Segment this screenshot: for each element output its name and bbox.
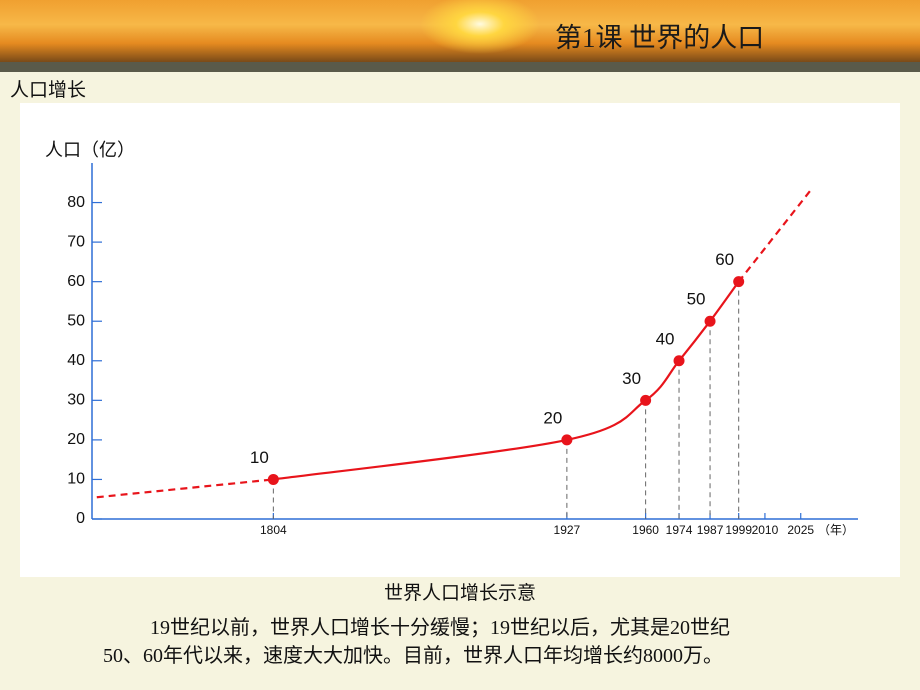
y-tick-label: 20 bbox=[67, 431, 85, 448]
y-tick-label: 30 bbox=[67, 392, 85, 409]
x-tick-label: 2025 bbox=[787, 523, 814, 537]
data-label: 60 bbox=[715, 250, 734, 269]
chart-panel bbox=[20, 103, 900, 577]
data-label: 50 bbox=[687, 290, 706, 309]
banner bbox=[0, 0, 920, 62]
trend-extension bbox=[96, 478, 274, 499]
y-tick-label: 0 bbox=[76, 510, 85, 527]
x-tick-label: 2010 bbox=[752, 523, 779, 537]
data-label: 30 bbox=[622, 369, 641, 388]
y-tick-label: 10 bbox=[67, 471, 85, 488]
y-tick-label: 40 bbox=[67, 352, 85, 369]
y-axis-label: 人口（亿） bbox=[45, 140, 135, 160]
x-axis-label: （年） bbox=[818, 523, 854, 537]
point bbox=[640, 394, 652, 406]
caption: 世界人口增长示意 bbox=[383, 583, 536, 604]
point bbox=[267, 473, 279, 485]
banner-strip bbox=[0, 62, 920, 72]
y-tick-label: 50 bbox=[67, 312, 85, 329]
point bbox=[561, 434, 573, 446]
body-text: 50、60年代以来，速度大大加快。目前，世界人口年均增长约8000万。 bbox=[103, 645, 723, 667]
body-text: 19世纪以前，世界人口增长十分缓慢；19世纪以后，尤其是20世纪 bbox=[150, 617, 730, 639]
y-tick-label: 60 bbox=[67, 273, 85, 290]
x-tick-label: 1927 bbox=[554, 523, 581, 537]
data-label: 10 bbox=[250, 448, 269, 467]
slide-title: 第1课 世界的人口 bbox=[555, 23, 765, 53]
section-title: 人口增长 bbox=[10, 80, 87, 101]
x-tick-label: 1999 bbox=[725, 523, 752, 537]
data-label: 20 bbox=[543, 408, 562, 427]
y-tick-label: 80 bbox=[67, 194, 85, 211]
point bbox=[673, 355, 685, 367]
x-tick-label: 1974 bbox=[666, 523, 693, 537]
data-label: 40 bbox=[656, 329, 675, 348]
x-tick-label: 1960 bbox=[632, 523, 659, 537]
point bbox=[704, 315, 716, 327]
x-tick-label: 1987 bbox=[697, 523, 724, 537]
y-tick-label: 70 bbox=[67, 233, 85, 250]
x-tick-label: 1804 bbox=[260, 523, 287, 537]
